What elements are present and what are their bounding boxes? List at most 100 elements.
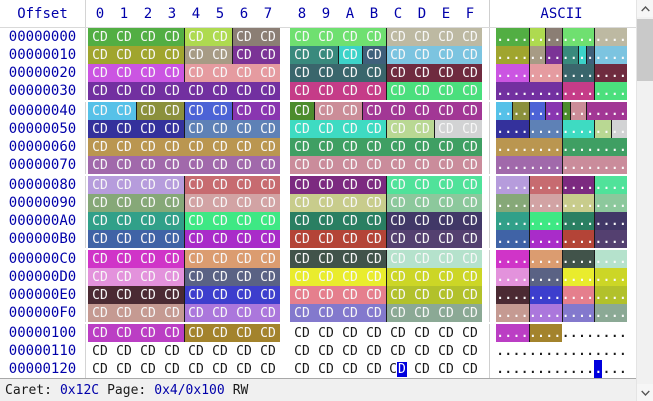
ascii-cell[interactable]: .	[569, 46, 578, 64]
hex-cell[interactable]: CD	[160, 212, 184, 230]
hex-cell[interactable]: CD	[208, 156, 232, 174]
ascii-cell[interactable]: .	[602, 326, 611, 340]
ascii-cell[interactable]: .	[610, 102, 619, 120]
hex-cell[interactable]: CD	[318, 343, 334, 359]
ascii-cell[interactable]: .	[594, 156, 603, 174]
ascii-cell[interactable]: .	[536, 268, 546, 286]
ascii-cell[interactable]: .	[602, 268, 611, 286]
ascii-cell[interactable]: .	[569, 138, 578, 156]
hex-cell[interactable]: CD	[208, 120, 232, 138]
hex-cell[interactable]: CD	[410, 64, 434, 82]
ascii-cell[interactable]: .	[618, 28, 627, 46]
scrollbar[interactable]	[636, 0, 653, 401]
hex-cell[interactable]: CD	[386, 268, 410, 286]
ascii-cell[interactable]: .	[537, 362, 545, 376]
ascii-cell[interactable]: .	[586, 304, 595, 322]
ascii-cell[interactable]: .	[586, 362, 594, 376]
hex-cell[interactable]: CD	[314, 102, 338, 120]
hex-cell[interactable]: CD	[314, 230, 338, 248]
hex-cell[interactable]: CD	[338, 212, 362, 230]
hex-cell[interactable]: CD	[160, 176, 184, 194]
hex-cell[interactable]: CD	[112, 82, 136, 100]
hex-cell[interactable]: CD	[88, 120, 112, 138]
hex-cell[interactable]: CD	[184, 194, 208, 212]
ascii-cell[interactable]: .	[504, 64, 513, 82]
ascii-cell[interactable]: .	[610, 212, 619, 230]
ascii-cell[interactable]: .	[496, 82, 505, 100]
hex-cell[interactable]: CD	[184, 176, 208, 194]
scroll-up-button[interactable]	[637, 0, 653, 17]
ascii-cell[interactable]: .	[610, 286, 619, 304]
hex-cell[interactable]: CD	[362, 212, 386, 230]
ascii-cell[interactable]: .	[602, 362, 611, 376]
ascii-cell[interactable]: .	[610, 46, 619, 64]
hex-cell[interactable]: CD	[140, 343, 156, 359]
ascii-cell[interactable]: .	[577, 176, 587, 194]
hex-cell[interactable]: CD	[414, 343, 430, 359]
ascii-cell[interactable]: .	[528, 286, 537, 304]
ascii-cell[interactable]: .	[586, 28, 595, 46]
ascii-cell[interactable]: .	[586, 286, 595, 304]
hex-cell[interactable]: CD	[410, 268, 434, 286]
hex-cell[interactable]: CD	[208, 286, 232, 304]
ascii-cell[interactable]: .	[512, 194, 521, 212]
ascii-cell[interactable]: .	[520, 304, 529, 322]
hex-cell[interactable]: CD	[160, 304, 184, 322]
ascii-cell[interactable]: .	[602, 120, 611, 138]
hex-cell[interactable]: CD	[232, 212, 256, 230]
hex-cell[interactable]: CD	[458, 194, 482, 212]
ascii-cell[interactable]: .	[512, 230, 521, 248]
hex-cell[interactable]: CD	[208, 28, 232, 46]
ascii-cell[interactable]: .	[618, 194, 627, 212]
ascii-cell[interactable]: .	[504, 176, 513, 194]
ascii-cell[interactable]: .	[496, 64, 505, 82]
hex-cell[interactable]: CD	[438, 343, 454, 359]
ascii-cell[interactable]: .	[536, 82, 546, 100]
ascii-cell[interactable]: .	[504, 28, 513, 46]
hex-cell[interactable]: CD	[338, 138, 362, 156]
hex-cell[interactable]: CD	[184, 324, 208, 342]
hex-cell[interactable]: CD	[208, 138, 232, 156]
ascii-cell[interactable]: .	[496, 28, 505, 46]
ascii-cell[interactable]: .	[586, 194, 595, 212]
hex-cell[interactable]: CD	[458, 28, 482, 46]
ascii-cell[interactable]: .	[504, 82, 513, 100]
hex-cell[interactable]: CD	[112, 250, 136, 268]
ascii-cell[interactable]: .	[594, 102, 603, 120]
hex-cell[interactable]: CD	[136, 194, 160, 212]
ascii-cell[interactable]: .	[504, 138, 513, 156]
ascii-cell[interactable]: .	[577, 156, 587, 174]
ascii-cell[interactable]: .	[569, 268, 578, 286]
ascii-cell[interactable]: .	[586, 344, 594, 358]
hex-cell[interactable]: CD	[314, 304, 338, 322]
ascii-cell[interactable]: .	[545, 64, 554, 82]
hex-cell[interactable]: CD	[208, 324, 232, 342]
ascii-cell[interactable]: .	[529, 362, 537, 376]
hex-cell[interactable]: CD	[314, 156, 338, 174]
hex-cell[interactable]: CD	[112, 194, 136, 212]
ascii-cell[interactable]: .	[569, 156, 578, 174]
ascii-cell[interactable]: .	[561, 286, 570, 304]
hex-cell[interactable]: CD	[338, 194, 362, 212]
ascii-cell[interactable]: .	[611, 362, 619, 376]
hex-cell[interactable]: CD	[290, 286, 314, 304]
ascii-cell[interactable]: .	[570, 326, 578, 340]
ascii-cell[interactable]: .	[610, 82, 619, 100]
hex-cell[interactable]: CD	[314, 176, 338, 194]
hex-cell[interactable]: CD	[366, 361, 382, 377]
hex-cell[interactable]: CD	[410, 138, 434, 156]
hex-cell[interactable]: CD	[136, 102, 160, 120]
ascii-cell[interactable]: .	[553, 304, 562, 322]
hex-cell[interactable]: CD	[88, 286, 112, 304]
hex-cell[interactable]: CD	[414, 361, 430, 377]
ascii-cell[interactable]: .	[496, 268, 505, 286]
ascii-cell[interactable]: .	[561, 212, 570, 230]
ascii-cell[interactable]: .	[512, 64, 521, 82]
ascii-cell[interactable]: .	[504, 46, 513, 64]
ascii-cell[interactable]: .	[553, 230, 562, 248]
ascii-cell[interactable]: .	[586, 212, 595, 230]
ascii-cell[interactable]: .	[577, 268, 587, 286]
hex-cell[interactable]: CD	[208, 46, 232, 64]
ascii-cell[interactable]: .	[536, 304, 546, 322]
hex-cell[interactable]: CD	[88, 28, 112, 46]
